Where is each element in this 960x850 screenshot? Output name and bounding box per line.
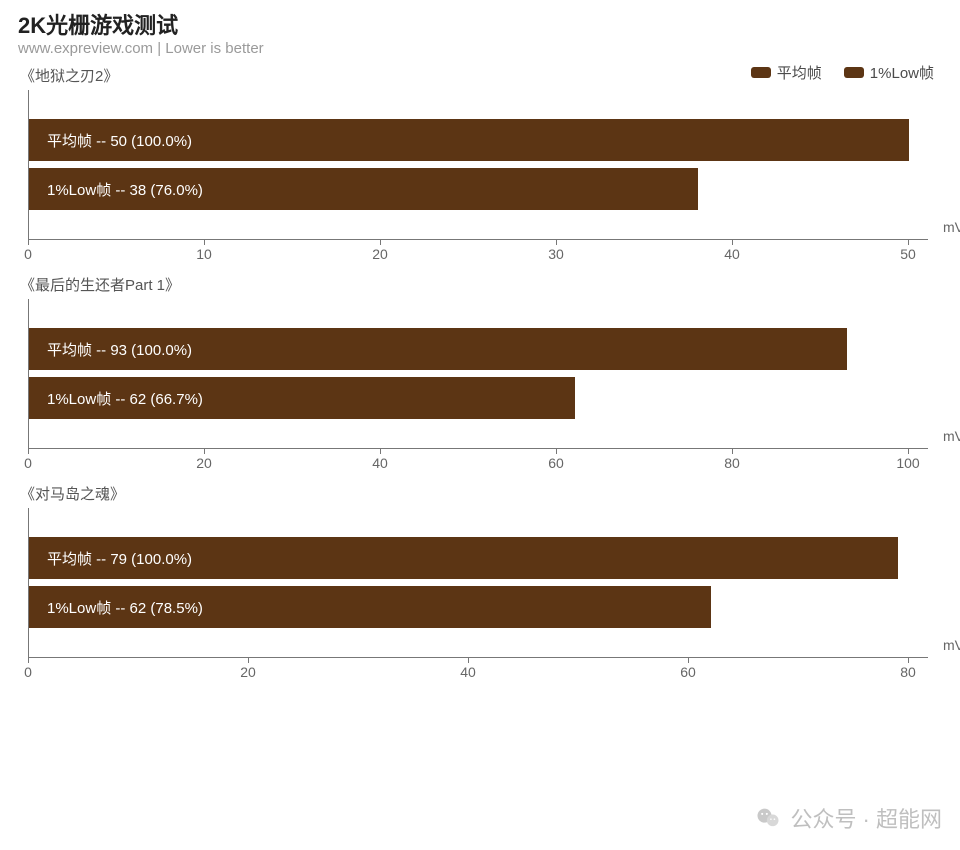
bar-row: 平均帧 -- 93 (100.0%)	[29, 328, 928, 370]
legend-swatch	[751, 67, 771, 78]
bar-low: 1%Low帧 -- 62 (78.5%)	[29, 586, 711, 628]
chart-frame: mV平均帧 -- 93 (100.0%)1%Low帧 -- 62 (66.7%)…	[28, 299, 928, 477]
bar-low: 1%Low帧 -- 38 (76.0%)	[29, 168, 698, 210]
axis-tick-label: 60	[548, 455, 564, 471]
bar-label: 1%Low帧 -- 62 (78.5%)	[47, 597, 203, 618]
chart-title: 《对马岛之魂》	[20, 483, 942, 504]
page: 2K光栅游戏测试 www.expreview.com | Lower is be…	[0, 0, 960, 850]
chart-block: 《地狱之刃2》mV平均帧 -- 50 (100.0%)1%Low帧 -- 38 …	[18, 65, 942, 268]
chart-frame: mV平均帧 -- 50 (100.0%)1%Low帧 -- 38 (76.0%)…	[28, 90, 928, 268]
charts-container: 《地狱之刃2》mV平均帧 -- 50 (100.0%)1%Low帧 -- 38 …	[18, 65, 942, 686]
bar-row: 1%Low帧 -- 62 (66.7%)	[29, 377, 928, 419]
axis-tick-label: 60	[680, 664, 696, 680]
legend-label: 平均帧	[777, 62, 822, 83]
axis-tick-label: 40	[460, 664, 476, 680]
wechat-icon	[754, 804, 782, 832]
axis-tick-label: 100	[896, 455, 919, 471]
bar-row: 1%Low帧 -- 38 (76.0%)	[29, 168, 928, 210]
axis-tick-label: 80	[724, 455, 740, 471]
bar-label: 1%Low帧 -- 38 (76.0%)	[47, 179, 203, 200]
bar-row: 平均帧 -- 79 (100.0%)	[29, 537, 928, 579]
watermark-text: 公众号 · 超能网	[790, 802, 942, 834]
bar-low: 1%Low帧 -- 62 (66.7%)	[29, 377, 575, 419]
axis-unit-label: mV	[943, 219, 960, 235]
chart-plot: mV平均帧 -- 79 (100.0%)1%Low帧 -- 62 (78.5%)	[28, 508, 928, 658]
axis-unit-label: mV	[943, 637, 960, 653]
axis-tick-label: 0	[24, 455, 32, 471]
axis-unit-label: mV	[943, 428, 960, 444]
axis-tick-label: 80	[900, 664, 916, 680]
legend-label: 1%Low帧	[870, 62, 934, 83]
bar-label: 平均帧 -- 79 (100.0%)	[47, 548, 192, 569]
bar-avg: 平均帧 -- 79 (100.0%)	[29, 537, 898, 579]
chart-title: 《最后的生还者Part 1》	[20, 274, 942, 295]
chart-frame: mV平均帧 -- 79 (100.0%)1%Low帧 -- 62 (78.5%)…	[28, 508, 928, 686]
axis-tick-label: 0	[24, 664, 32, 680]
bar-avg: 平均帧 -- 50 (100.0%)	[29, 119, 909, 161]
page-subtitle: www.expreview.com | Lower is better	[18, 40, 942, 57]
axis-tick-label: 40	[372, 455, 388, 471]
bar-label: 1%Low帧 -- 62 (66.7%)	[47, 388, 203, 409]
axis-tick-label: 10	[196, 246, 212, 262]
legend: 平均帧 1%Low帧	[751, 62, 934, 83]
legend-item-avg: 平均帧	[751, 62, 822, 83]
watermark: 公众号 · 超能网	[754, 802, 942, 834]
axis-tick-label: 20	[240, 664, 256, 680]
bar-row: 平均帧 -- 50 (100.0%)	[29, 119, 928, 161]
x-axis: 01020304050	[28, 246, 908, 268]
chart-plot: mV平均帧 -- 50 (100.0%)1%Low帧 -- 38 (76.0%)	[28, 90, 928, 240]
chart-block: 《对马岛之魂》mV平均帧 -- 79 (100.0%)1%Low帧 -- 62 …	[18, 483, 942, 686]
legend-swatch	[844, 67, 864, 78]
axis-tick-label: 20	[372, 246, 388, 262]
axis-tick-label: 20	[196, 455, 212, 471]
chart-plot: mV平均帧 -- 93 (100.0%)1%Low帧 -- 62 (66.7%)	[28, 299, 928, 449]
x-axis: 020406080	[28, 664, 908, 686]
bar-avg: 平均帧 -- 93 (100.0%)	[29, 328, 847, 370]
bar-label: 平均帧 -- 93 (100.0%)	[47, 339, 192, 360]
bar-row: 1%Low帧 -- 62 (78.5%)	[29, 586, 928, 628]
axis-tick-label: 40	[724, 246, 740, 262]
bar-label: 平均帧 -- 50 (100.0%)	[47, 130, 192, 151]
axis-tick-label: 0	[24, 246, 32, 262]
x-axis: 020406080100	[28, 455, 908, 477]
page-title: 2K光栅游戏测试	[18, 14, 942, 38]
legend-item-low: 1%Low帧	[844, 62, 934, 83]
chart-block: 《最后的生还者Part 1》mV平均帧 -- 93 (100.0%)1%Low帧…	[18, 274, 942, 477]
axis-tick-label: 50	[900, 246, 916, 262]
axis-tick-label: 30	[548, 246, 564, 262]
